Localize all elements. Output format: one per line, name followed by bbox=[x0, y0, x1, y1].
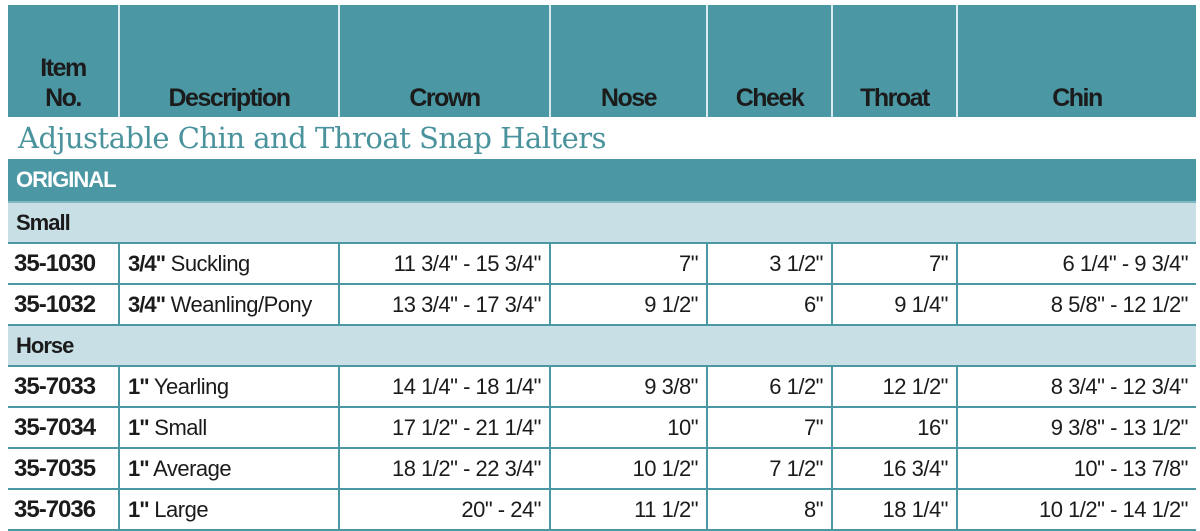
description: 1" Large bbox=[118, 489, 339, 531]
chin-value: 8 3/4" - 12 3/4" bbox=[956, 366, 1196, 408]
crown-value: 17 1/2" - 21 1/4" bbox=[338, 407, 550, 449]
throat-value: 16" bbox=[831, 407, 957, 449]
throat-value: 9 1/4" bbox=[831, 284, 957, 326]
halter-size-table: Item No. Description Crown Nose Cheek Throat C… bbox=[8, 5, 1196, 531]
size-name: Large bbox=[154, 496, 209, 522]
throat-value: 16 3/4" bbox=[831, 448, 957, 490]
item-number: 35-7035 bbox=[8, 448, 119, 490]
table-row: 35-7035 1" Average 18 1/2" - 22 3/4" 10 … bbox=[8, 448, 1196, 490]
item-number: 35-7033 bbox=[8, 366, 119, 408]
strap-width: 3/4" bbox=[128, 250, 166, 276]
table-row: 35-1032 3/4" Weanling/Pony 13 3/4" - 17 … bbox=[8, 284, 1196, 326]
group-header: ORIGINAL bbox=[8, 159, 1196, 203]
column-header-label: Item No. bbox=[40, 54, 87, 112]
crown-value: 20" - 24" bbox=[338, 489, 550, 531]
item-number: 35-7034 bbox=[8, 407, 119, 449]
nose-value: 10 1/2" bbox=[549, 448, 707, 490]
column-header: Throat bbox=[831, 5, 957, 117]
column-header: Crown bbox=[338, 5, 550, 117]
crown-value: 13 3/4" - 17 3/4" bbox=[338, 284, 550, 326]
description: 1" Small bbox=[118, 407, 339, 449]
chin-value: 9 3/8" - 13 1/2" bbox=[956, 407, 1196, 449]
size-name: Yearling bbox=[153, 373, 229, 399]
throat-value: 12 1/2" bbox=[831, 366, 957, 408]
crown-value: 14 1/4" - 18 1/4" bbox=[338, 366, 550, 408]
cheek-value: 6" bbox=[706, 284, 832, 326]
cheek-value: 7" bbox=[706, 407, 832, 449]
cheek-value: 3 1/2" bbox=[706, 243, 832, 285]
table-row: 35-1030 3/4" Suckling 11 3/4" - 15 3/4" … bbox=[8, 243, 1196, 285]
chin-value: 6 1/4" - 9 3/4" bbox=[956, 243, 1196, 285]
table-title: Adjustable Chin and Throat Snap Halters bbox=[18, 121, 607, 155]
nose-value: 11 1/2" bbox=[549, 489, 707, 531]
table-row: 35-7033 1" Yearling 14 1/4" - 18 1/4" 9 … bbox=[8, 366, 1196, 408]
throat-value: 7" bbox=[831, 243, 957, 285]
column-header: Nose bbox=[549, 5, 707, 117]
cheek-value: 7 1/2" bbox=[706, 448, 832, 490]
strap-width: 3/4" bbox=[128, 291, 166, 317]
table-row: 35-7034 1" Small 17 1/2" - 21 1/4" 10" 7… bbox=[8, 407, 1196, 449]
column-header: Chin bbox=[956, 5, 1196, 117]
strap-width: 1" bbox=[128, 496, 150, 522]
nose-value: 9 1/2" bbox=[549, 284, 707, 326]
column-header: Cheek bbox=[706, 5, 832, 117]
chin-value: 10 1/2" - 14 1/2" bbox=[956, 489, 1196, 531]
section-header: Small bbox=[8, 202, 1196, 244]
section-header: Horse bbox=[8, 325, 1196, 367]
crown-value: 18 1/2" - 22 3/4" bbox=[338, 448, 550, 490]
strap-width: 1" bbox=[128, 455, 150, 481]
chin-value: 8 5/8" - 12 1/2" bbox=[956, 284, 1196, 326]
item-number: 35-7036 bbox=[8, 489, 119, 531]
item-number: 35-1032 bbox=[8, 284, 119, 326]
strap-width: 1" bbox=[128, 373, 150, 399]
description: 3/4" Suckling bbox=[118, 243, 339, 285]
nose-value: 9 3/8" bbox=[549, 366, 707, 408]
chin-value: 10" - 13 7/8" bbox=[956, 448, 1196, 490]
size-name: Suckling bbox=[170, 250, 251, 276]
strap-width: 1" bbox=[128, 414, 150, 440]
cheek-value: 6 1/2" bbox=[706, 366, 832, 408]
description: 3/4" Weanling/Pony bbox=[118, 284, 339, 326]
size-name: Small bbox=[154, 414, 207, 440]
nose-value: 10" bbox=[549, 407, 707, 449]
description: 1" Average bbox=[118, 448, 339, 490]
cheek-value: 8" bbox=[706, 489, 832, 531]
table-row: 35-7036 1" Large 20" - 24" 11 1/2" 8" 18… bbox=[8, 489, 1196, 531]
crown-value: 11 3/4" - 15 3/4" bbox=[338, 243, 550, 285]
description: 1" Yearling bbox=[118, 366, 339, 408]
size-name: Weanling/Pony bbox=[170, 291, 313, 317]
column-header: Description bbox=[118, 5, 339, 117]
size-name: Average bbox=[153, 455, 232, 481]
nose-value: 7" bbox=[549, 243, 707, 285]
column-header: Item No. bbox=[8, 5, 119, 117]
item-number: 35-1030 bbox=[8, 243, 119, 285]
throat-value: 18 1/4" bbox=[831, 489, 957, 531]
